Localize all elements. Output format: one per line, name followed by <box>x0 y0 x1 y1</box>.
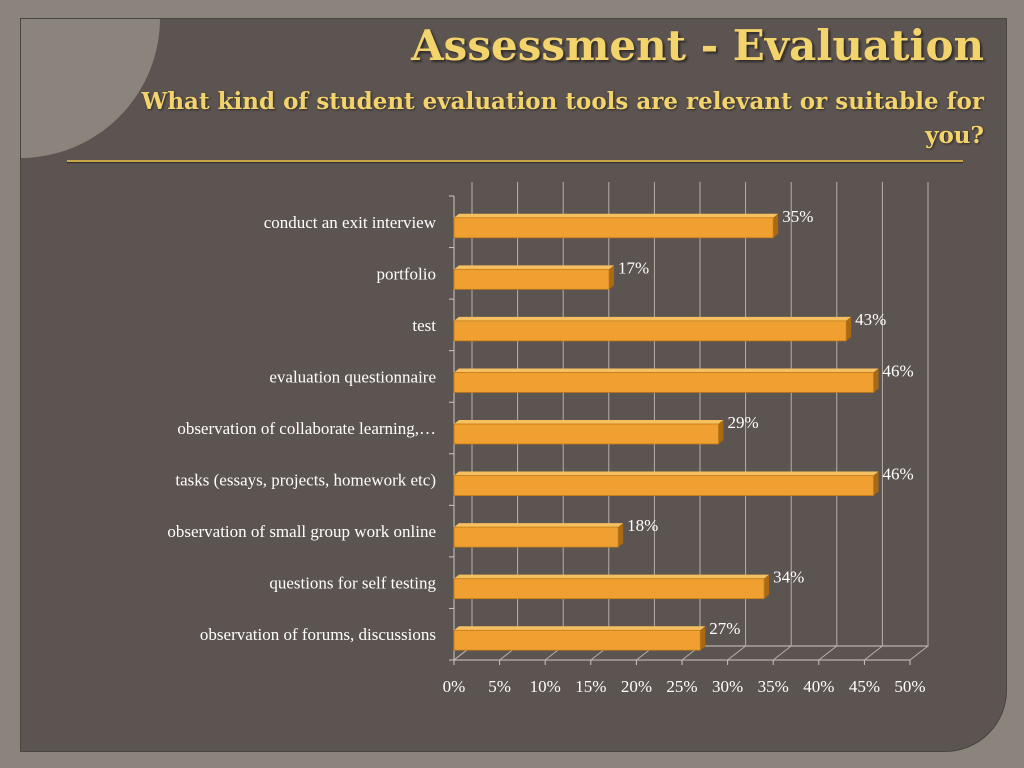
bar-top <box>454 420 724 424</box>
slide-title: Assessment - Evaluation <box>411 21 984 70</box>
floor-gridline <box>818 645 838 661</box>
category-label: portfolio <box>377 264 437 283</box>
data-label: 18% <box>627 516 658 535</box>
bar-end <box>873 471 879 496</box>
bar-top <box>454 265 615 270</box>
category-label: observation of forums, discussions <box>200 625 436 644</box>
bar-end <box>773 213 779 238</box>
category-label: questions for self testing <box>269 574 436 593</box>
category-label: conduct an exit interview <box>264 213 437 232</box>
data-label: 46% <box>883 465 914 484</box>
x-tick-label: 30% <box>712 677 743 696</box>
bar-top <box>454 523 624 528</box>
floor-gridline <box>727 645 746 661</box>
x-tick-label: 25% <box>666 677 697 696</box>
data-label: 17% <box>618 258 649 277</box>
x-tick-label: 0% <box>443 677 466 696</box>
bar <box>453 217 774 239</box>
bar-end <box>764 574 770 599</box>
bar-end <box>846 316 852 341</box>
floor-gridline <box>909 645 929 661</box>
category-label: tasks (essays, projects, homework etc) <box>175 471 436 490</box>
category-label: observation of small group work online <box>167 522 436 541</box>
bar <box>453 372 874 393</box>
bar-top <box>454 316 852 321</box>
x-tick-label: 40% <box>803 677 834 696</box>
bar-top <box>454 368 879 373</box>
title-divider <box>67 160 963 162</box>
x-tick-label: 50% <box>894 677 925 696</box>
floor-gridline <box>864 645 883 661</box>
category-label: test <box>412 316 436 335</box>
chart-grid <box>449 182 929 665</box>
bar <box>453 629 701 651</box>
bar <box>453 578 765 600</box>
bar-end <box>618 523 624 548</box>
x-tick-label: 35% <box>758 677 789 696</box>
slide-subtitle: What kind of student evaluation tools ar… <box>141 88 985 149</box>
bar <box>453 268 610 290</box>
chart-bars <box>453 213 879 651</box>
data-label: 43% <box>855 310 886 329</box>
bar-top <box>454 574 770 579</box>
bar-top <box>454 471 879 476</box>
bar <box>453 423 719 445</box>
bar-end <box>700 626 706 651</box>
bar <box>453 320 847 342</box>
category-label: observation of collaborate learning,… <box>177 419 436 438</box>
bar <box>453 475 874 496</box>
bar-top <box>454 213 779 218</box>
bar-end <box>718 420 724 444</box>
bar-top <box>454 626 706 631</box>
floor-gridline <box>772 645 792 661</box>
bar-end <box>873 368 879 393</box>
data-label: 34% <box>773 568 804 587</box>
x-tick-label: 20% <box>621 677 652 696</box>
x-tick-label: 15% <box>575 677 606 696</box>
data-label: 27% <box>709 619 740 638</box>
bar-end <box>609 265 615 290</box>
category-label: evaluation questionnaire <box>269 367 436 386</box>
data-label: 46% <box>883 361 914 380</box>
data-label: 29% <box>727 413 758 432</box>
x-tick-label: 45% <box>849 677 880 696</box>
x-tick-label: 5% <box>488 677 511 696</box>
data-label: 35% <box>782 207 813 226</box>
bar <box>453 526 619 548</box>
chart-labels: 0% 5% 10% 15% 20% 25% 30% 35% 40% 45% 50% conduct a… <box>167 207 925 696</box>
x-tick-label: 10% <box>530 677 561 696</box>
